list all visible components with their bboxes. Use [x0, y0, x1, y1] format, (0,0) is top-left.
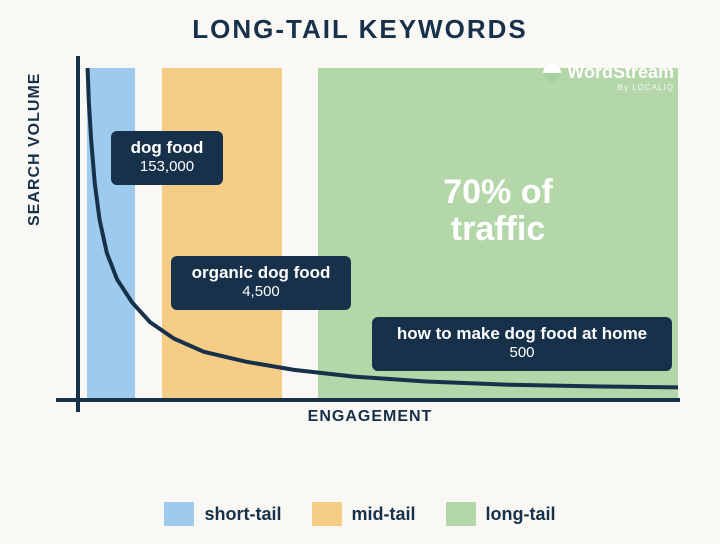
legend-label: long-tail	[486, 504, 556, 525]
legend-swatch	[312, 502, 342, 526]
legend-swatch	[164, 502, 194, 526]
callout-volume: 500	[384, 344, 660, 363]
legend: short-tail mid-tail long-tail	[0, 502, 720, 526]
callout-volume: 153,000	[123, 158, 211, 177]
logo-subtext: By LOCALIQ	[543, 83, 674, 92]
x-axis-label: ENGAGEMENT	[50, 408, 690, 426]
zone-mid-tail	[162, 68, 282, 398]
callout-volume: 4,500	[183, 283, 339, 302]
legend-label: mid-tail	[352, 504, 416, 525]
chart-area: SEARCH VOLUME dog food153,000organic dog…	[50, 56, 690, 436]
zone-short-tail	[87, 68, 135, 398]
callout-keyword: organic dog food	[183, 262, 339, 283]
legend-swatch	[446, 502, 476, 526]
callout-2: how to make dog food at home500	[372, 317, 672, 371]
x-axis	[56, 398, 680, 402]
traffic-line1: 70% of	[408, 174, 588, 211]
traffic-note: 70% of traffic	[408, 174, 588, 249]
callout-keyword: dog food	[123, 137, 211, 158]
legend-item-short-tail: short-tail	[164, 502, 281, 526]
callout-1: organic dog food4,500	[171, 256, 351, 310]
callout-0: dog food153,000	[111, 131, 223, 185]
callout-keyword: how to make dog food at home	[384, 323, 660, 344]
brand-logo: WordStream By LOCALIQ	[543, 62, 674, 92]
logo-icon	[543, 64, 561, 82]
legend-label: short-tail	[204, 504, 281, 525]
legend-item-long-tail: long-tail	[446, 502, 556, 526]
logo-text: WordStream	[567, 62, 674, 83]
traffic-line2: traffic	[408, 211, 588, 248]
y-axis-label: SEARCH VOLUME	[26, 73, 44, 226]
chart-title: LONG-TAIL KEYWORDS	[0, 0, 720, 45]
y-axis	[76, 56, 80, 412]
legend-item-mid-tail: mid-tail	[312, 502, 416, 526]
